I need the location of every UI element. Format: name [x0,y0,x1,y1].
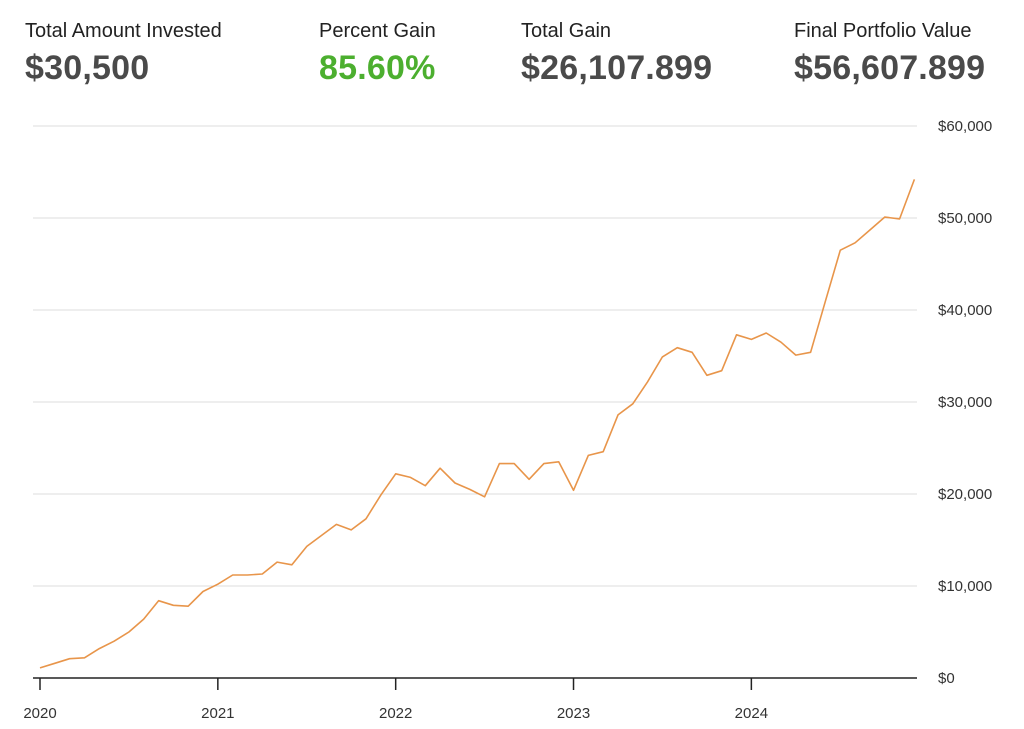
x-tick-label: 2020 [23,705,56,722]
series-line [39,179,916,669]
y-tick-label: $40,000 [938,302,992,319]
y-tick-label: $20,000 [938,486,992,503]
stat-final-value: Final Portfolio Value $56,607.899 [794,18,985,90]
x-axis-tick-labels: 2020 2021 2022 2023 2024 [23,678,768,722]
y-tick-label: $60,000 [938,118,992,135]
y-tick-label: $50,000 [938,210,992,227]
stat-value: 85.60% [319,49,436,87]
x-tick-label: 2023 [557,705,590,722]
stat-label: Total Gain [521,20,612,42]
x-tick-label: 2021 [201,705,234,722]
summary-stats: Total Amount Invested $30,500 Percent Ga… [0,0,1024,110]
stat-label: Final Portfolio Value [794,20,972,42]
y-axis-tick-labels: $0 $10,000 $20,000 $30,000 $40,000 $50,000 $60… [938,118,992,687]
stat-total-invested: Total Amount Invested $30,500 [25,18,222,90]
stat-label: Total Amount Invested [25,20,222,42]
series-layer [39,179,916,669]
stat-total-gain: Total Gain $26,107.899 [521,18,712,90]
stat-label: Percent Gain [319,20,436,42]
grid-lines [33,125,917,587]
stat-value: $30,500 [25,49,150,87]
x-tick-label: 2024 [735,705,768,722]
y-tick-label: $0 [938,670,955,687]
stat-value: $56,607.899 [794,49,986,87]
y-tick-label: $10,000 [938,578,992,595]
stat-percent-gain: Percent Gain 85.60% [319,18,436,90]
y-tick-label: $30,000 [938,394,992,411]
x-tick-label: 2022 [379,705,412,722]
stat-value: $26,107.899 [521,49,713,87]
